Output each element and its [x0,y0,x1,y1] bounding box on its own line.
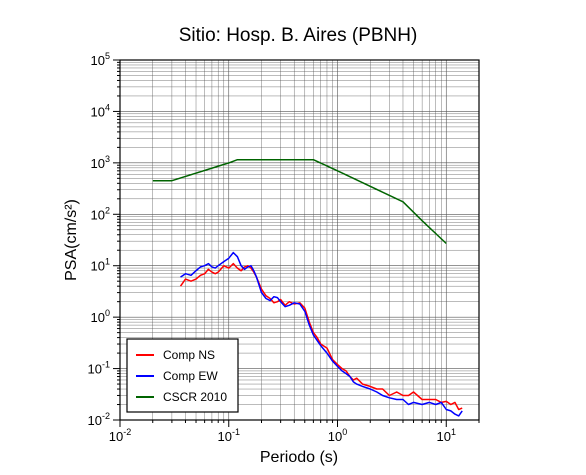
y-axis-title: PSA(cm/s²) [63,199,80,281]
y-tick-label: 105 [91,51,110,68]
x-tick-label: 100 [328,427,347,444]
chart-title: Sitio: Hosp. B. Aires (PBNH) [179,25,418,46]
y-tick-label: 101 [91,257,110,274]
plot-frame [119,59,480,421]
legend-label: Comp NS [163,348,215,362]
series-line-1 [179,262,463,411]
y-tick-label: 10-2 [88,411,110,428]
series-line-3 [152,158,447,245]
x-tick-label: 10-1 [218,427,240,444]
x-tick-label: 10-2 [109,427,131,444]
x-axis-title: Periodo (s) [260,449,338,466]
legend-label: CSCR 2010 [163,390,227,404]
axis-ticks [113,59,480,427]
y-tick-labels: 10-2 10-1 100 101 102 103 104 105 [88,51,110,428]
grid-lines [119,59,480,421]
legend-label: Comp EW [163,369,218,383]
y-tick-label: 100 [91,308,110,325]
series-layer [152,158,463,417]
y-tick-label: 103 [91,154,110,171]
x-tick-label: 101 [437,427,456,444]
series-line-2 [180,251,463,417]
legend: Comp NS Comp EW CSCR 2010 [126,338,239,413]
y-tick-label: 102 [91,205,110,222]
y-tick-label: 10-1 [88,360,110,377]
y-tick-label: 104 [91,102,110,119]
x-tick-labels: 10-2 10-1 100 101 [109,427,456,444]
